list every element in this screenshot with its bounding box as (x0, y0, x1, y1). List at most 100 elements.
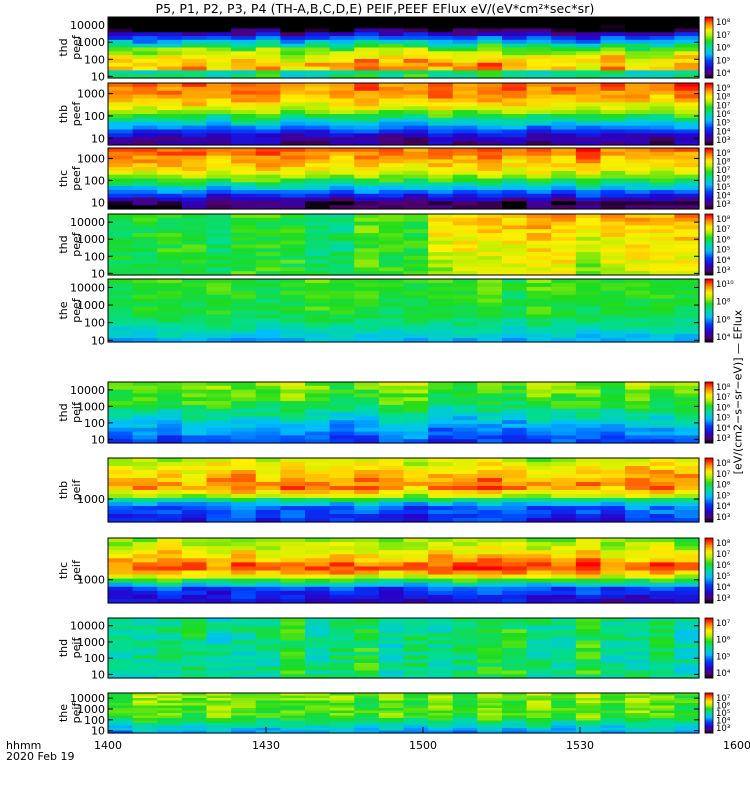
colorbar-cell (705, 517, 713, 520)
heatmap-cell (452, 401, 478, 406)
heatmap-cell (354, 70, 380, 75)
heatmap-cell (551, 334, 577, 339)
heatmap-cell (231, 431, 257, 436)
heatmap-cell (181, 708, 208, 712)
heatmap-cell (132, 490, 158, 495)
heatmap-cell (280, 594, 306, 600)
heatmap-cell (157, 621, 183, 627)
heatmap-cell (551, 648, 577, 653)
heatmap-cell (551, 420, 577, 425)
heatmap-cell (575, 510, 602, 515)
heatmap-cell (674, 24, 700, 30)
heatmap-cell (305, 633, 331, 638)
heatmap-cell (428, 90, 454, 96)
heatmap-cell (551, 514, 577, 519)
heatmap-cell (649, 125, 675, 131)
heatmap-cell (280, 155, 306, 161)
heatmap-cell (625, 705, 651, 709)
heatmap-cell (526, 102, 552, 107)
heatmap-cell (354, 663, 380, 668)
heatmap-cell (600, 713, 626, 717)
heatmap-cell (502, 598, 528, 604)
colorbar-tick-label: 10⁶ (716, 561, 731, 571)
panel-label: thd (57, 639, 70, 657)
colorbar-cell (705, 330, 713, 334)
heatmap-cell (305, 659, 331, 664)
heatmap-cell (428, 486, 454, 491)
heatmap-cell (649, 423, 675, 429)
heatmap-cell (452, 182, 478, 187)
heatmap-cell (428, 148, 454, 153)
heatmap-cell (551, 427, 577, 433)
heatmap-cell (329, 562, 355, 568)
heatmap-cell (649, 458, 675, 463)
heatmap-cell (108, 205, 134, 210)
heatmap-cell (255, 582, 281, 588)
heatmap-cell (428, 155, 454, 161)
heatmap-cell (206, 39, 232, 45)
heatmap-cell (132, 174, 158, 180)
heatmap-cell (181, 94, 208, 100)
heatmap-cell (625, 279, 651, 284)
heatmap-cell (502, 66, 528, 71)
colorbar-tick-label: 10⁴ (716, 192, 731, 202)
heatmap-cell (551, 214, 577, 219)
heatmap-cell (452, 546, 478, 551)
colorbar-cell (705, 649, 713, 652)
heatmap-cell (329, 193, 355, 199)
heatmap-cell (600, 326, 626, 331)
heatmap-cell (502, 514, 528, 519)
heatmap-cell (305, 470, 331, 475)
heatmap-cell (674, 338, 700, 343)
heatmap-cell (526, 306, 552, 312)
colorbar-cell (705, 340, 713, 343)
heatmap-cell (403, 636, 429, 642)
heatmap-cell (526, 66, 552, 71)
heatmap-cell (452, 586, 478, 592)
heatmap-cell (206, 121, 232, 127)
colorbar-cell (705, 261, 713, 264)
colorbar-tick-label: 10³ (716, 136, 730, 146)
heatmap-cell (477, 659, 503, 664)
heatmap-cell (428, 318, 454, 323)
heatmap-cell (206, 58, 232, 64)
colorbar-cell (705, 728, 713, 730)
colorbar-cell (705, 27, 713, 30)
heatmap-cell (551, 412, 577, 417)
heatmap-cell (157, 713, 183, 717)
heatmap-cell (329, 121, 355, 127)
heatmap-cell (600, 621, 626, 627)
heatmap-cell (428, 55, 454, 60)
heatmap-cell (526, 578, 552, 584)
heatmap-cell (625, 412, 651, 417)
heatmap-cell (575, 334, 602, 339)
heatmap-cell (649, 182, 675, 187)
colorbar-cell (705, 334, 713, 337)
colorbar-cell (705, 291, 713, 294)
heatmap-cell (649, 404, 675, 410)
heatmap-cell (206, 730, 232, 734)
heatmap-cell (477, 618, 503, 623)
colorbar-cell (705, 217, 713, 220)
heatmap-cell (329, 167, 355, 172)
heatmap-cell (206, 170, 232, 176)
heatmap-cell (600, 267, 626, 272)
heatmap-cell (477, 167, 503, 172)
heatmap-cell (526, 17, 552, 22)
heatmap-cell (674, 594, 700, 600)
colorbar-cell (705, 404, 713, 407)
heatmap-cell (206, 74, 232, 79)
heatmap-cell (649, 310, 675, 316)
heatmap-cell (502, 148, 528, 153)
heatmap-cell (649, 462, 675, 467)
heatmap-cell (625, 550, 651, 555)
heatmap-cell (551, 498, 577, 503)
heatmap-cell (157, 252, 183, 257)
heatmap-cell (502, 482, 528, 487)
heatmap-cell (329, 217, 355, 223)
heatmap-cell (452, 201, 478, 206)
heatmap-cell (378, 558, 405, 563)
heatmap-cell (255, 586, 281, 592)
heatmap-cell (625, 674, 651, 679)
heatmap-cell (231, 47, 257, 52)
